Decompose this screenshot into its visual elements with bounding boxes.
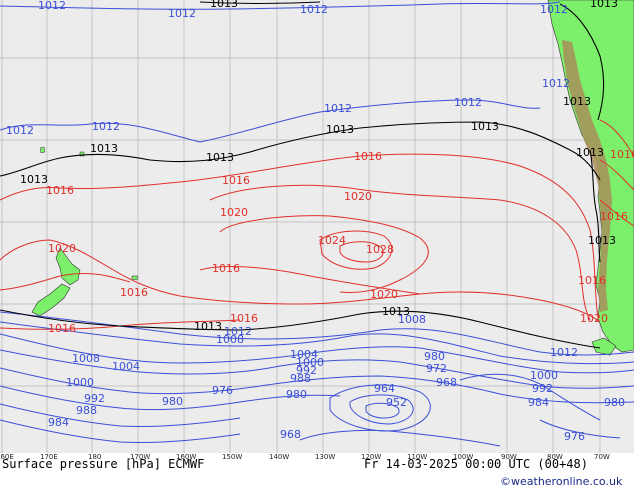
longitude-tick: 160W (176, 453, 196, 461)
isobar-label: 1013 (576, 146, 604, 159)
longitude-tick: 180 (88, 453, 101, 461)
isobar-label: 980 (286, 388, 307, 401)
isobar-label: 1016 (120, 286, 148, 299)
longitude-tick: 80W (547, 453, 563, 461)
isobar-label: 1020 (48, 242, 76, 255)
isobar-label: 984 (528, 396, 549, 409)
longitude-tick: 170W (130, 453, 150, 461)
longitude-tick: 130W (315, 453, 335, 461)
longitude-tick: 120W (361, 453, 381, 461)
isobar-label: 1020 (344, 190, 372, 203)
isobar-label: 1020 (220, 206, 248, 219)
isobar-label: 1008 (398, 313, 426, 326)
isobar-label: 988 (76, 404, 97, 417)
isobar-label: 992 (84, 392, 105, 405)
isobar-label: 1016 (48, 322, 76, 335)
graticule (0, 0, 634, 453)
isobar-label: 992 (532, 382, 553, 395)
isobar-label: 976 (564, 430, 585, 443)
isobar-labels: 1012 1013 1012 1013 1012 1012 1012 1013 … (6, 0, 634, 443)
longitude-tick: 170E (40, 453, 58, 461)
isobars-high (0, 119, 634, 330)
isobar-label: 1000 (66, 376, 94, 389)
isobar-label: 1016 (230, 312, 258, 325)
isobar-label: 1013 (194, 320, 222, 333)
isobar-label: 1012 (38, 0, 66, 12)
isobar-label: 976 (212, 384, 233, 397)
isobar-label: 1013 (590, 0, 618, 10)
longitude-tick: 100W (453, 453, 473, 461)
isobar-label: 1008 (216, 333, 244, 346)
isobar-label: 1012 (300, 3, 328, 16)
isobar-label: 980 (424, 350, 445, 363)
isobars-reference (0, 1, 605, 349)
longitude-tick: 140W (269, 453, 289, 461)
land-masses (31, 0, 634, 356)
isobar-label: 1012 (324, 102, 352, 115)
isobar-label: 1016 (212, 262, 240, 275)
chatham-islands (131, 275, 139, 281)
isobar-label: 1012 (550, 346, 578, 359)
isobar-label: 964 (374, 382, 395, 395)
isobar-label: 968 (280, 428, 301, 441)
isobar-label: 1016 (222, 174, 250, 187)
isobar-label: 1016 (354, 150, 382, 163)
isobar-label: 1013 (210, 0, 238, 10)
isobar-label: 1013 (563, 95, 591, 108)
ocean-area (0, 0, 634, 453)
isobar-label: 1016 (46, 184, 74, 197)
isobar-label: 1012 (224, 325, 252, 338)
isobar-label: 984 (48, 416, 69, 429)
isobar-label: 988 (290, 372, 311, 385)
isobar-label: 1024 (318, 234, 346, 247)
isobar-label: 992 (296, 364, 317, 377)
isobar-label: 1000 (530, 369, 558, 382)
isobar-label: 1012 (540, 3, 568, 16)
longitude-tick: 150W (222, 453, 242, 461)
isobar-label: 1028 (366, 243, 394, 256)
isobar-label: 1013 (206, 151, 234, 164)
isobar-label: 968 (436, 376, 457, 389)
credit-link[interactable]: ©weatheronline.co.uk (500, 475, 623, 488)
longitude-tick: 90W (501, 453, 517, 461)
isobar-label: 1016 (600, 210, 628, 223)
isobar-label: 1013 (382, 305, 410, 318)
valid-time: Fr 14-03-2025 00:00 UTC (00+48) (364, 457, 588, 471)
isobar-label: 1012 (542, 77, 570, 90)
isobar-label: 980 (162, 395, 183, 408)
longitude-tick: 160E (0, 453, 14, 461)
isobar-label: 1016 (610, 148, 634, 161)
isobar-label: 972 (426, 362, 447, 375)
tierra-del-fuego (591, 337, 617, 356)
isobar-label: 1004 (290, 348, 318, 361)
andes-highland (562, 40, 612, 312)
isobar-label: 1013 (20, 173, 48, 186)
isobar-label: 1013 (90, 142, 118, 155)
isobar-label: 952 (386, 396, 407, 409)
longitude-tick: 70W (594, 453, 610, 461)
isobar-label: 1020 (370, 288, 398, 301)
isobar-label: 980 (604, 396, 625, 409)
map-title: Surface pressure [hPa] ECMWF (2, 457, 204, 471)
longitude-tick: 110W (407, 453, 427, 461)
footer-band (0, 453, 634, 490)
isobar-label: 1016 (578, 274, 606, 287)
isobar-label: 1008 (72, 352, 100, 365)
isobar-label: 1000 (296, 356, 324, 369)
isobar-label: 1012 (6, 124, 34, 137)
isobar-label: 1013 (471, 120, 499, 133)
isobar-label: 1020 (580, 312, 608, 325)
isobar-label: 1012 (454, 96, 482, 109)
longitude-axis: 160E 170E 180 170W 160W 150W 140W 130W 1… (0, 453, 610, 461)
isobar-label: 1013 (588, 234, 616, 247)
isobar-label: 1004 (112, 360, 140, 373)
isobar-label: 1012 (92, 120, 120, 133)
isobar-label: 1013 (326, 123, 354, 136)
east-coast-island (39, 146, 46, 154)
isobar-label: 1012 (168, 7, 196, 20)
